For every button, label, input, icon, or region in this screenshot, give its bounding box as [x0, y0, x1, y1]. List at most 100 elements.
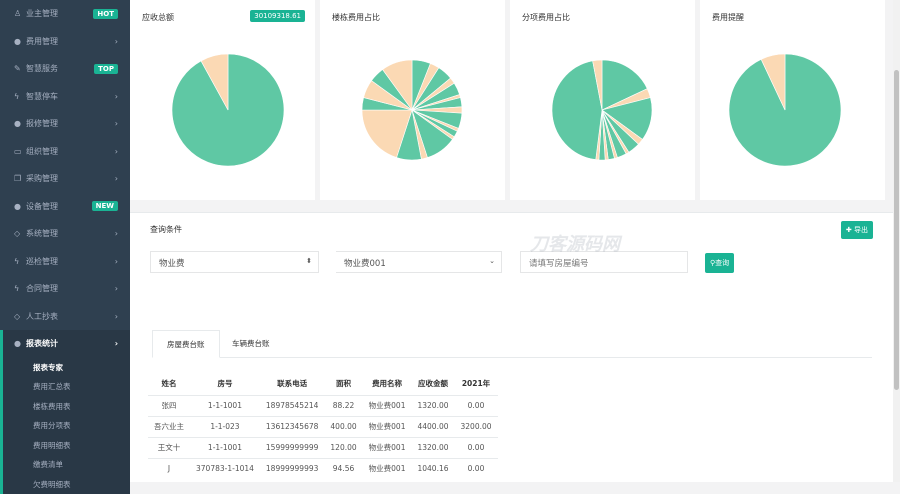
- column-header: 面积: [324, 373, 362, 395]
- sidebar-item-label: 巡检管理: [26, 256, 58, 267]
- table-cell: 94.56: [324, 458, 362, 479]
- sidebar-item-label: 报修管理: [26, 118, 58, 129]
- pie-chart: [510, 0, 695, 200]
- column-header: 房号: [190, 373, 260, 395]
- edit-icon: ✎: [14, 64, 26, 73]
- submenu-item[interactable]: 费用明细表: [3, 436, 130, 456]
- card-title: 应收总额: [142, 12, 174, 23]
- query-panel: 查询条件 ✚ 导出 物业费⬍ 物业费001⌄ 请填写房屋编号 ⚲查询 房屋费台账…: [130, 212, 893, 482]
- chevron-right-icon: ›: [115, 119, 118, 128]
- pie-slice[interactable]: [552, 61, 602, 160]
- watermark: 刀客源码网: [530, 230, 620, 256]
- scrollbar[interactable]: [893, 0, 900, 482]
- table-cell: 1-1-023: [190, 416, 260, 437]
- bolt-icon: ϟ: [14, 284, 26, 293]
- submenu-item[interactable]: 费用汇总表: [3, 377, 130, 397]
- user-icon: ♙: [14, 9, 26, 18]
- sidebar-badge: TOP: [94, 64, 118, 74]
- pie-chart: [320, 0, 505, 200]
- column-header: 联系电话: [260, 373, 325, 395]
- sidebar-item-label: 人工抄表: [26, 311, 58, 322]
- sidebar-item[interactable]: ●费用管理›: [0, 28, 130, 56]
- search-button[interactable]: ⚲查询: [705, 253, 734, 273]
- card-title: 分项费用占比: [522, 12, 570, 23]
- bolt-icon: ϟ: [14, 92, 26, 101]
- copy-icon: ❐: [14, 174, 26, 183]
- export-button[interactable]: ✚ 导出: [841, 221, 873, 239]
- submenu-item[interactable]: 费用分项表: [3, 416, 130, 436]
- fee-item-select[interactable]: 物业费001 ⌄: [336, 251, 502, 273]
- fee-item-value: 物业费001: [344, 259, 386, 269]
- table-cell: 120.00: [324, 437, 362, 458]
- chevron-right-icon: ›: [115, 92, 118, 101]
- sidebar-item-label: 智慧停车: [26, 91, 58, 102]
- table-cell: 1320.00: [411, 437, 454, 458]
- sidebar-item-label: 费用管理: [26, 36, 58, 47]
- chevron-down-icon: ⌄: [489, 257, 495, 265]
- table-cell: 物业费001: [363, 437, 412, 458]
- room-placeholder: 请填写房屋编号: [529, 259, 589, 269]
- chevron-right-icon: ›: [115, 229, 118, 238]
- submenu: 报表专家费用汇总表楼栋费用表费用分项表费用明细表缴费清单欠费明细表: [0, 358, 130, 494]
- pie-chart: [130, 0, 315, 200]
- export-label: 导出: [854, 226, 868, 234]
- table-cell: 张四: [148, 395, 190, 416]
- sidebar-badge: NEW: [92, 201, 118, 211]
- sidebar-item-label: 合同管理: [26, 283, 58, 294]
- table-cell: 吾六业主: [148, 416, 190, 437]
- sidebar-item[interactable]: ◇系统管理›: [0, 220, 130, 248]
- submenu-item[interactable]: 报表专家: [3, 358, 130, 378]
- sidebar-item[interactable]: ●报修管理 ›: [0, 110, 130, 138]
- table-cell: 1040.16: [411, 458, 454, 479]
- chevron-right-icon: ›: [115, 257, 118, 266]
- globe-icon: ●: [14, 339, 26, 348]
- table-cell: 1-1-1001: [190, 437, 260, 458]
- sidebar-item-label: 报表统计: [26, 338, 58, 349]
- sidebar-item-label: 组织管理: [26, 146, 58, 157]
- sidebar-item[interactable]: ●报表统计›: [0, 330, 130, 358]
- search-label: 查询: [715, 259, 729, 267]
- globe-icon: ●: [14, 119, 26, 128]
- diamond-icon: ◇: [14, 229, 26, 238]
- sidebar-badge: HOT: [93, 9, 118, 19]
- table-cell: 1-1-1001: [190, 395, 260, 416]
- sidebar-item[interactable]: ♙业主管理 HOT: [0, 0, 130, 28]
- table-cell: 13612345678: [260, 416, 325, 437]
- submenu-item[interactable]: 欠费明细表: [3, 475, 130, 494]
- stat-card: 应收总额 30109318.61: [130, 0, 315, 200]
- table-cell: 物业费001: [363, 416, 412, 437]
- total-amount-badge: 30109318.61: [250, 10, 305, 22]
- scrollbar-thumb[interactable]: [894, 70, 899, 390]
- table-cell: 3200.00: [455, 416, 498, 437]
- sidebar-item[interactable]: ◇人工抄表›: [0, 303, 130, 331]
- submenu-item[interactable]: 楼栋费用表: [3, 397, 130, 417]
- table-cell: 15999999999: [260, 437, 325, 458]
- sidebar-item-label: 采购管理: [26, 173, 58, 184]
- sidebar-item[interactable]: ▭组织管理›: [0, 138, 130, 166]
- table-cell: 18999999993: [260, 458, 325, 479]
- bolt-icon: ϟ: [14, 257, 26, 266]
- sidebar-item[interactable]: ❐采购管理›: [0, 165, 130, 193]
- tab-car-ledger[interactable]: 车辆费台账: [218, 330, 284, 358]
- fee-type-select[interactable]: 物业费⬍: [150, 251, 319, 273]
- chevron-right-icon: ›: [115, 284, 118, 293]
- stat-card: 分项费用占比: [510, 0, 695, 200]
- sidebar-item-label: 业主管理: [26, 8, 58, 19]
- submenu-item[interactable]: 缴费清单: [3, 455, 130, 475]
- column-header: 费用名称: [363, 373, 412, 395]
- fee-type-value: 物业费: [159, 259, 185, 269]
- tab-house-ledger[interactable]: 房屋费台账: [152, 330, 220, 358]
- tab-bar: 房屋费台账 车辆费台账: [152, 330, 872, 358]
- card-title: 费用提醒: [712, 12, 744, 23]
- stat-card: 费用提醒: [700, 0, 885, 200]
- card-title: 楼栋费用占比: [332, 12, 380, 23]
